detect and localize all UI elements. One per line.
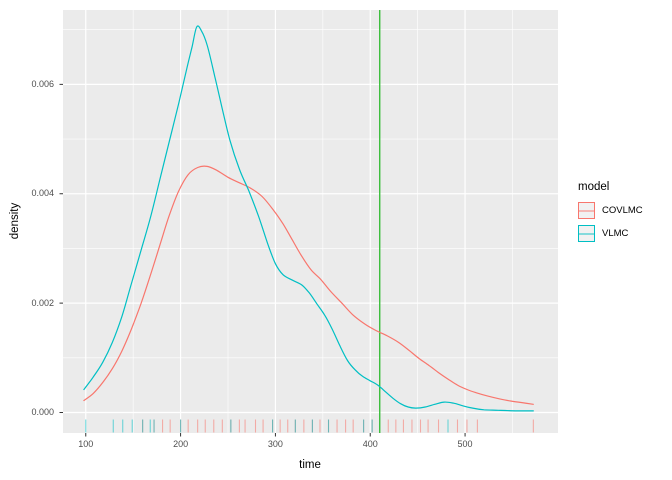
x-tick-label: 200 — [173, 439, 189, 449]
y-tick-label: 0.002 — [31, 297, 54, 308]
legend-entry-covlmc: COVLMC — [578, 202, 643, 219]
legend-key-covlmc — [578, 202, 595, 219]
y-tick-label: 0.000 — [31, 406, 54, 417]
legend-label-vlmc: VLMC — [602, 228, 629, 239]
legend-key-vlmc — [578, 225, 595, 242]
x-tick-label: 300 — [267, 439, 283, 449]
x-axis-title: time — [299, 459, 321, 471]
legend-key-line-vlmc — [579, 233, 594, 235]
legend-title: model — [578, 181, 610, 193]
density-curve-covlmc — [83, 165, 534, 405]
x-tick-label: 500 — [457, 439, 473, 449]
legend-label-covlmc: COVLMC — [602, 205, 643, 216]
panel-background — [63, 10, 558, 433]
legend-entry-vlmc: VLMC — [578, 225, 643, 242]
y-axis-title: density — [9, 202, 21, 240]
legend-key-line-covlmc — [579, 210, 594, 212]
x-tick-label: 400 — [362, 439, 378, 449]
y-tick-label: 0.004 — [31, 188, 54, 199]
legend: model COVLMC VLMC — [578, 181, 643, 248]
density-curve-vlmc — [83, 25, 534, 412]
x-tick-label: 100 — [78, 439, 94, 449]
y-tick-label: 0.006 — [31, 78, 54, 89]
